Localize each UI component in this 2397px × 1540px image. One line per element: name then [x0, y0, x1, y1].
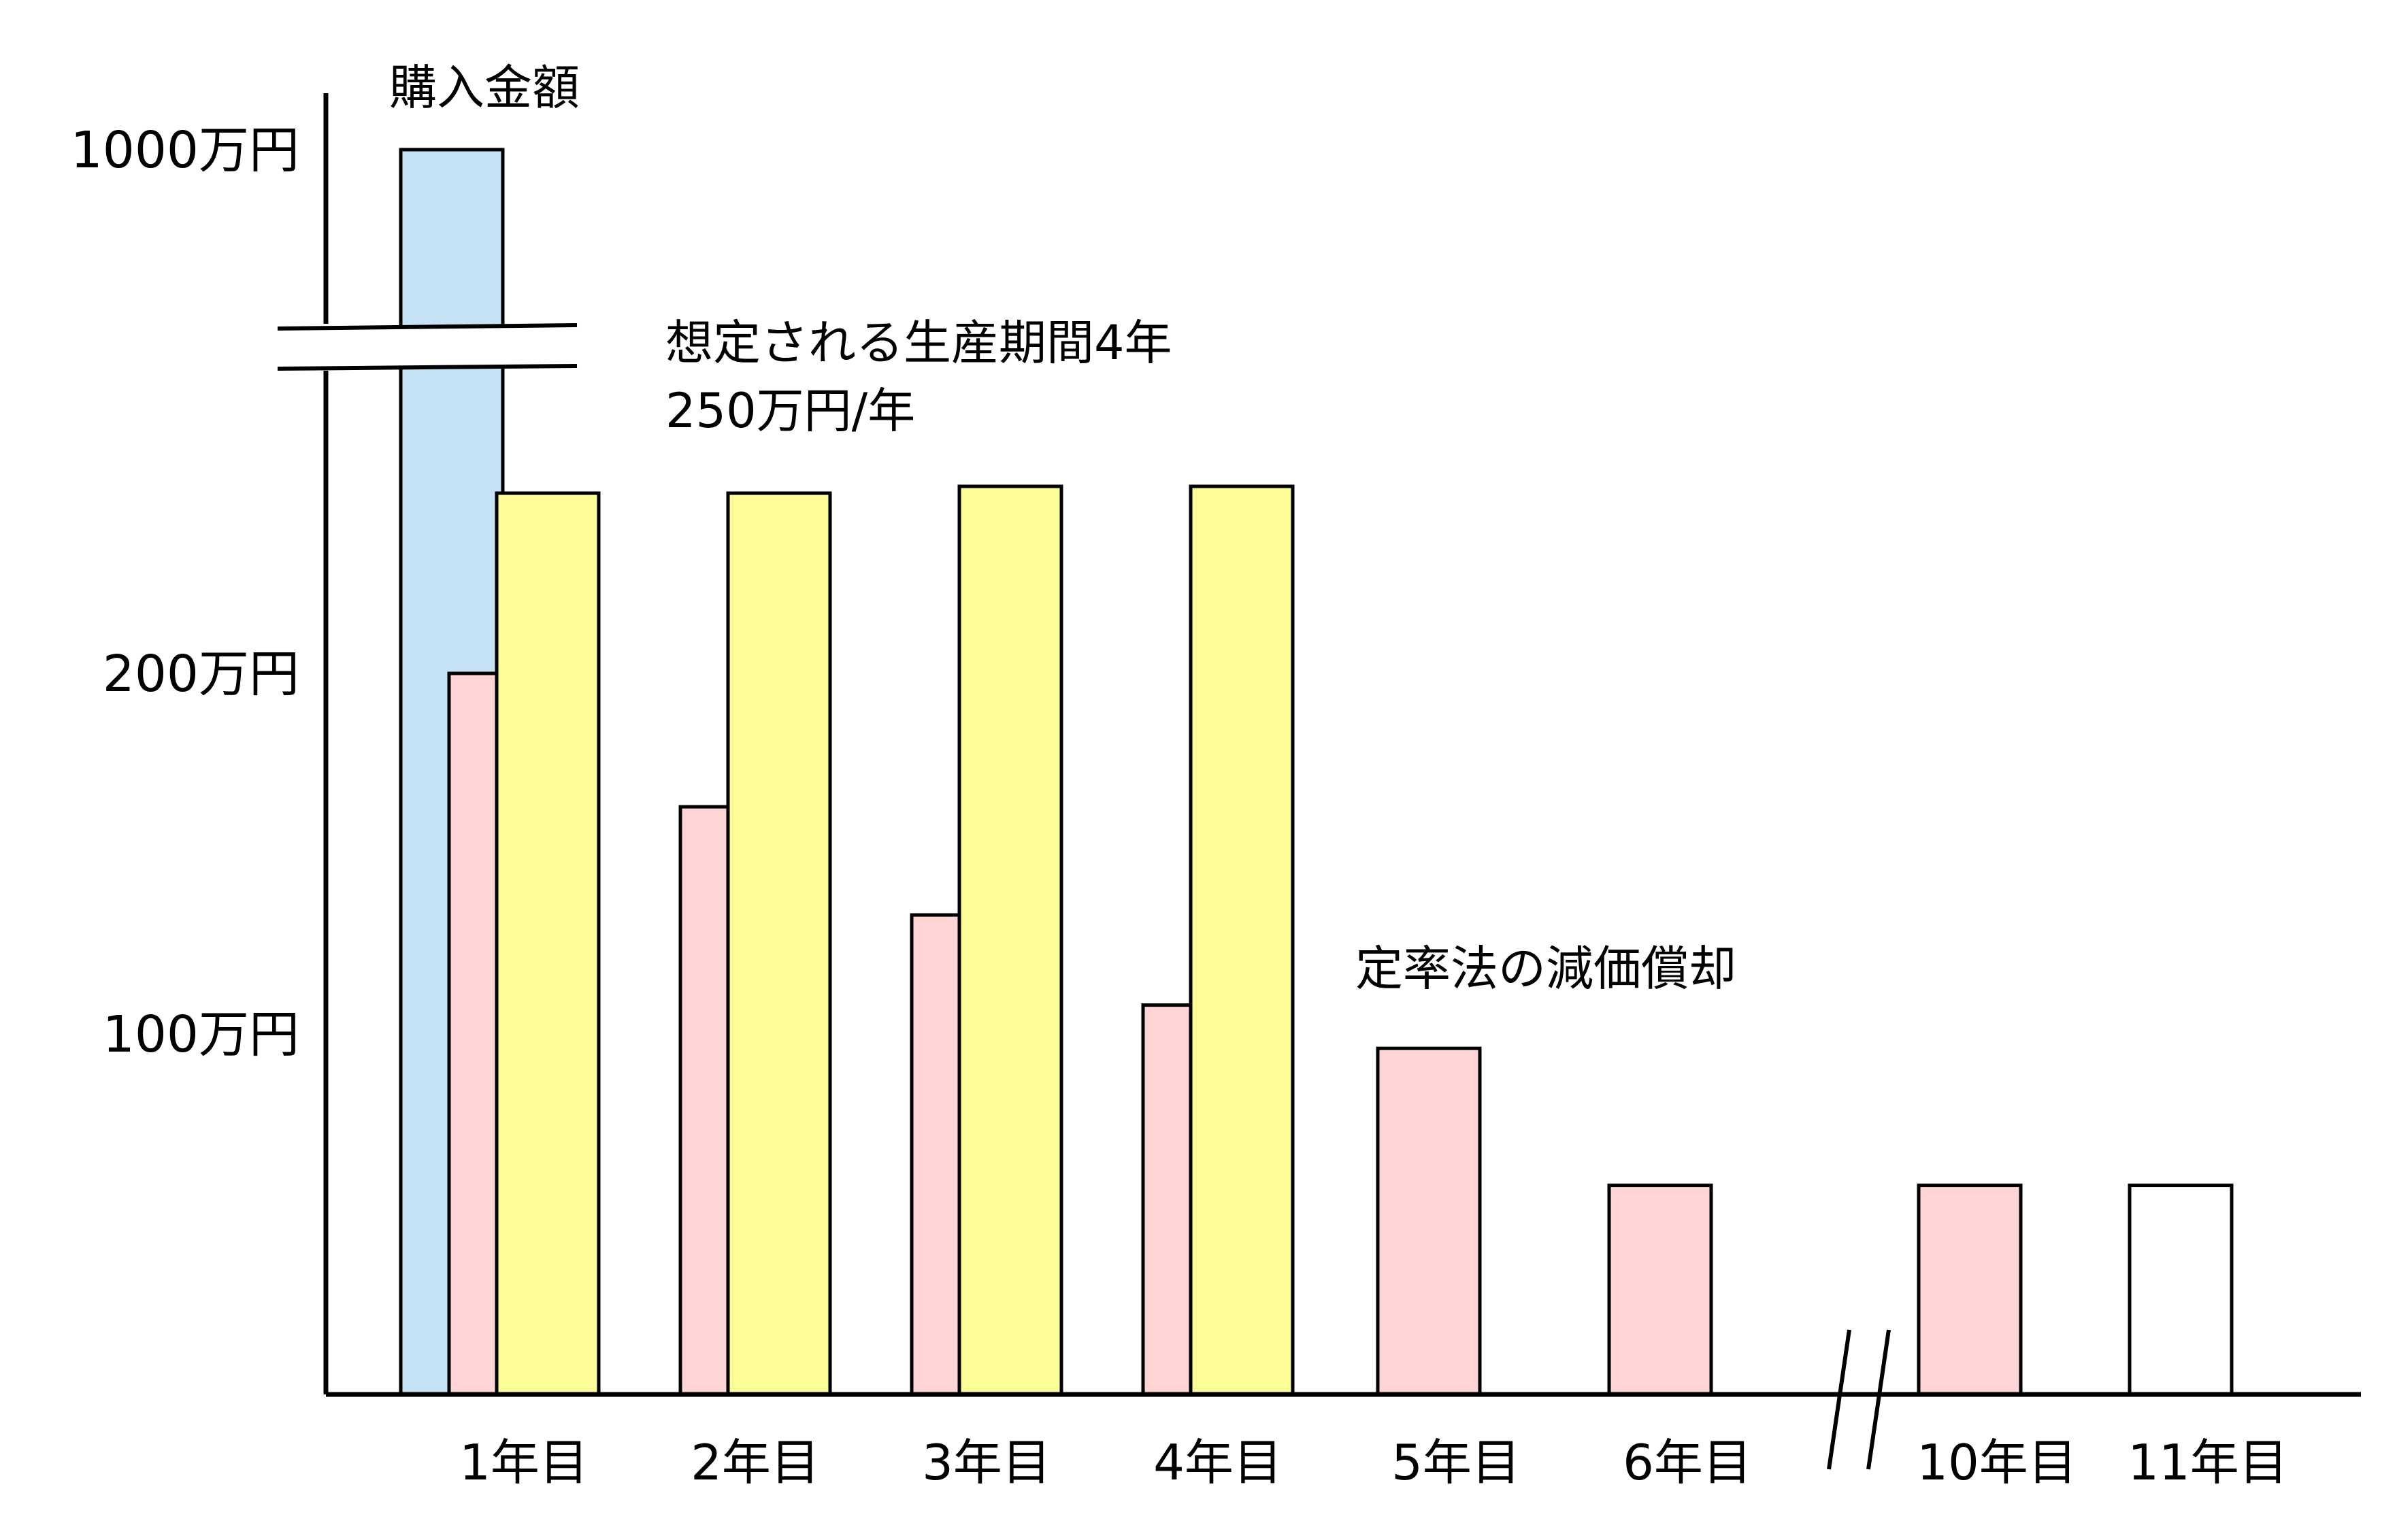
depreciation-bar [1376, 1046, 1482, 1396]
x-break-slash-1 [1827, 1329, 1851, 1470]
x-tick-label: 11年目 [2128, 1434, 2288, 1491]
production-bar [495, 491, 601, 1396]
x-break-slash-2 [1866, 1329, 1891, 1470]
depreciation-bar [1607, 1184, 1713, 1396]
x-tick-label: 6年目 [1623, 1434, 1752, 1491]
x-tick-label: 1年目 [459, 1434, 589, 1491]
depreciation-bar [1917, 1184, 2023, 1396]
depreciation-bar [447, 671, 502, 1396]
y-tick-label: 100万円 [103, 1005, 299, 1064]
y-break-gap [276, 325, 582, 369]
x-tick-labels: 1年目 2年目 3年目 4年目 5年目 6年目 10年目 11年目 [459, 1434, 2288, 1491]
y-tick-labels: 100万円 200万円 1000万円 [71, 121, 299, 1064]
chart-labels: 購入金額 想定される生産期間4年 250万円/年 定率法の減価償却 [389, 60, 1736, 997]
y-tick-label: 200万円 [103, 645, 299, 703]
depreciation-bar [678, 805, 733, 1396]
x-tick-label: 10年目 [1917, 1434, 2077, 1491]
y-break-line-bottom [277, 364, 578, 371]
depreciation-label: 定率法の減価償却 [1355, 941, 1736, 997]
production-label: 想定される生産期間4年 [665, 315, 1172, 371]
x-tick-label: 2年目 [691, 1434, 820, 1491]
x-tick-label: 5年目 [1391, 1434, 1521, 1491]
depreciation-bars [447, 671, 2234, 1396]
production-sublabel: 250万円/年 [665, 383, 915, 439]
purchase-label: 購入金額 [389, 60, 580, 116]
x-tick-label: 3年目 [922, 1434, 1051, 1491]
production-bar [1189, 484, 1295, 1396]
depreciation-bar [1141, 1003, 1196, 1396]
y-tick-label: 1000万円 [71, 121, 299, 180]
depreciation-bar [2128, 1184, 2234, 1396]
production-bar [957, 484, 1063, 1396]
production-bars [495, 484, 1295, 1396]
production-bar [726, 491, 832, 1396]
axes [276, 93, 2361, 1470]
y-break-line-top [277, 323, 578, 331]
depreciation-bar [910, 913, 965, 1396]
x-tick-label: 4年目 [1153, 1434, 1283, 1491]
